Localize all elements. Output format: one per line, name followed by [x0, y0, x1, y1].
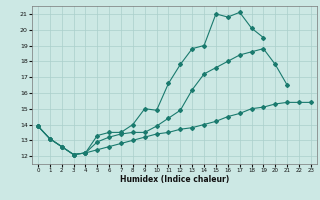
- X-axis label: Humidex (Indice chaleur): Humidex (Indice chaleur): [120, 175, 229, 184]
